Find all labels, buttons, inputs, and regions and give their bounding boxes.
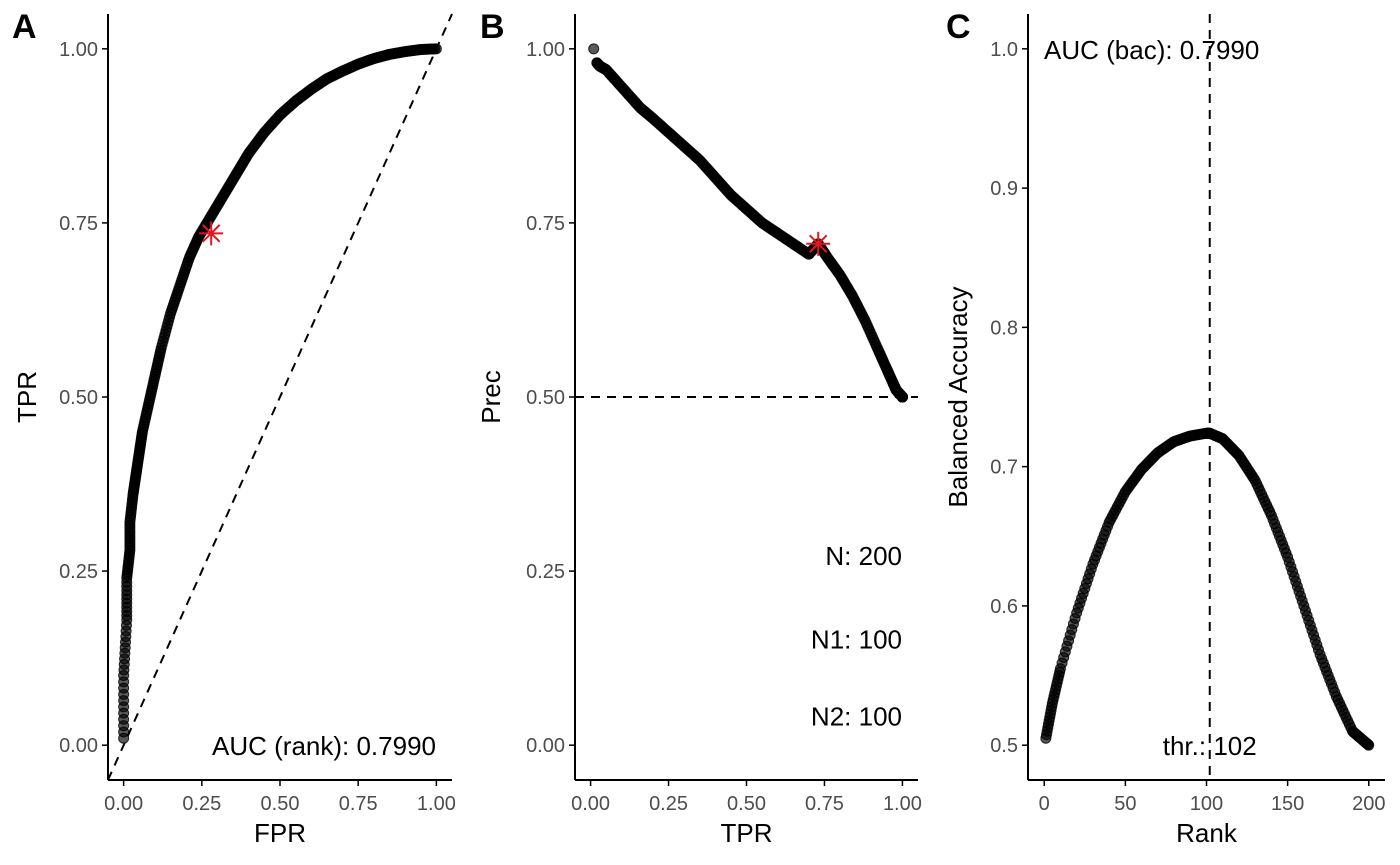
x-tick-label: 0.75 [339, 793, 378, 815]
data-points [1040, 427, 1375, 751]
x-tick-label: 0.25 [182, 793, 221, 815]
panel-tag: B [480, 8, 505, 46]
data-points [588, 43, 908, 403]
x-tick-label: 0.00 [571, 793, 610, 815]
y-tick-label: 0.00 [526, 735, 565, 757]
threshold-annotation: thr.: 102 [1163, 731, 1257, 761]
count-annotation: N2: 100 [811, 701, 902, 731]
x-tick-label: 0.00 [104, 793, 143, 815]
data-points [118, 43, 442, 744]
y-tick-label: 0.25 [526, 561, 565, 583]
highlight-stroke [202, 224, 221, 243]
data-point [1363, 739, 1375, 751]
x-tick-label: 50 [1114, 793, 1136, 815]
highlight-asterisk-marker [806, 231, 831, 256]
y-tick-label: 0.5 [990, 735, 1018, 757]
count-annotation: N: 200 [825, 541, 902, 571]
x-tick-label: 0.50 [727, 793, 766, 815]
x-axis-title: TPR [721, 818, 773, 848]
y-tick-label: 0.75 [526, 213, 565, 235]
y-tick-label: 0.50 [526, 387, 565, 409]
data-point [430, 43, 442, 55]
data-point [588, 43, 600, 55]
highlight-stroke [809, 234, 828, 253]
y-axis-title: Prec [476, 370, 506, 423]
x-tick-label: 0.50 [261, 793, 300, 815]
highlight-asterisk-marker [199, 221, 224, 246]
x-axis-title: Rank [1176, 818, 1238, 848]
y-tick-label: 0.50 [59, 387, 98, 409]
y-tick-label: 0.7 [990, 457, 1018, 479]
panel-b: B 0.00 0.25 0.50 0.75 1.00 0.00 0.25 0.50 0.75 1.0… [476, 8, 922, 848]
x-tick-label: 100 [1190, 793, 1223, 815]
data-point [896, 391, 908, 403]
auc-annotation: AUC (bac): 0.7990 [1044, 35, 1259, 65]
y-tick-label: 0.6 [990, 596, 1018, 618]
x-tick-label: 200 [1352, 793, 1385, 815]
y-axis-title: Balanced Accuracy [943, 286, 973, 507]
y-tick-label: 1.00 [526, 39, 565, 61]
x-axis-title: FPR [254, 818, 306, 848]
y-tick-label: 0.8 [990, 317, 1018, 339]
x-tick-label: 1.00 [417, 793, 456, 815]
x-tick-label: 0 [1039, 793, 1050, 815]
y-tick-label: 1.00 [59, 39, 98, 61]
panel-c: C 0 50 100 150 200 0.5 0.6 0.7 0.8 0.9 1.0 Rank Balan… [943, 8, 1385, 848]
y-tick-label: 0.00 [59, 735, 98, 757]
x-tick-label: 0.75 [805, 793, 844, 815]
y-axis-title: TPR [12, 371, 42, 423]
y-tick-label: 0.9 [990, 178, 1018, 200]
panel-tag: C [946, 8, 971, 46]
panel-tag: A [12, 8, 37, 46]
count-annotation: N1: 100 [811, 625, 902, 655]
reference-diagonal [107, 13, 453, 781]
x-tick-label: 1.00 [883, 793, 922, 815]
y-tick-label: 0.75 [59, 213, 98, 235]
panel-a: A 0.00 0.25 0.50 0.75 1.00 0.00 0.25 0.50 0.75 1.0… [12, 8, 456, 848]
auc-annotation: AUC (rank): 0.7990 [212, 731, 436, 761]
y-tick-label: 0.25 [59, 561, 98, 583]
x-tick-label: 150 [1271, 793, 1304, 815]
y-tick-label: 1.0 [990, 39, 1018, 61]
x-tick-label: 0.25 [649, 793, 688, 815]
